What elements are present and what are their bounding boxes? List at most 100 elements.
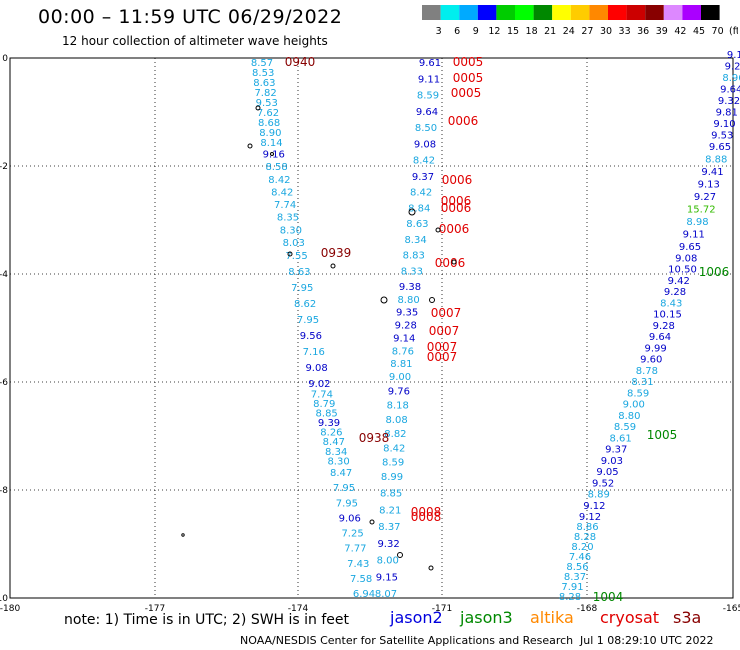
track2-value: 8.50 [415, 123, 437, 134]
track3-value: 9.28 [653, 321, 675, 332]
scale-tick-label: (ft) [729, 26, 738, 37]
scale-swatch [477, 5, 497, 20]
track1-value: 8.85 [316, 409, 338, 420]
scale-swatch [533, 5, 553, 20]
track2-value: 8.18 [387, 401, 409, 412]
scale-tick-label: 3 [436, 26, 442, 37]
scale-tick-label: 15 [507, 26, 519, 37]
scale-tick-label: 39 [656, 26, 668, 37]
track3-value: 10.50 [668, 265, 697, 276]
scale-tick-label: 12 [488, 26, 500, 37]
track1-value: 7.95 [336, 498, 358, 509]
track2-value: 8.59 [382, 458, 404, 469]
track2-value: 9.08 [414, 139, 436, 150]
track3-value: 8.56 [566, 562, 588, 573]
track3-value: 8.59 [627, 388, 649, 399]
track1-value: 8.58 [265, 162, 287, 173]
legend-cryosat: cryosat [600, 608, 660, 627]
track3-value: 9.60 [640, 355, 662, 366]
legend-jason2: jason2 [390, 608, 443, 627]
scale-swatch [552, 5, 571, 20]
track3-value: 15.72 [687, 205, 716, 216]
track1-value: 8.79 [313, 399, 335, 410]
scale-swatch [589, 5, 608, 20]
pass-time-label: 1005 [647, 428, 678, 442]
pass-time-label: 0008 [411, 510, 442, 524]
scale-tick-label: 45 [693, 26, 705, 37]
y-tick-label: -6 [0, 378, 8, 388]
track1-value: 7.95 [297, 315, 319, 326]
track2-value: 9.28 [395, 321, 417, 332]
scale-swatch [515, 5, 534, 20]
track3-value: 9.65 [709, 142, 731, 153]
track3-value: 8.89 [588, 490, 610, 501]
track1-value: 8.30 [280, 225, 302, 236]
legend-altika: altika [530, 608, 574, 627]
track1-value: 7.62 [257, 108, 279, 119]
track1-value: 8.26 [320, 428, 342, 439]
track2-value: 8.84 [408, 203, 430, 214]
scale-swatch [459, 5, 478, 20]
track2-value: 8.82 [384, 429, 406, 440]
pass-time-label: 1004 [593, 590, 624, 604]
track2-value: 9.11 [418, 74, 440, 85]
track3-value: 9.05 [596, 467, 618, 478]
track3-value: 8.20 [571, 542, 593, 553]
track1-value: 9.02 [308, 379, 330, 390]
track3-value: 8.28 [559, 592, 581, 603]
track3-value: 9.13 [698, 180, 720, 191]
pass-time-label: 0938 [359, 431, 390, 445]
pass-time-label: 0007 [431, 306, 462, 320]
track3-value: 8.86 [576, 522, 598, 533]
pass-time-label: 0006 [441, 201, 472, 215]
track3-value: 8.31 [631, 377, 653, 388]
track1-value: 7.55 [285, 251, 307, 262]
track3-value: 8.28 [574, 532, 596, 543]
track1-value: 9.06 [339, 513, 361, 524]
track1-value: 8.35 [277, 213, 299, 224]
scale-swatch [608, 5, 627, 20]
track1-value: 9.53 [256, 98, 278, 109]
track3-value: 9.65 [679, 242, 701, 253]
x-tick-label: -171 [432, 604, 452, 614]
scale-swatch [626, 5, 646, 20]
track2-value: 9.76 [388, 386, 410, 397]
track2-value: 8.99 [381, 472, 403, 483]
scale-swatch [663, 5, 683, 20]
page-subtitle: 12 hour collection of altimeter wave hei… [62, 34, 328, 48]
track3-value: 8.59 [614, 422, 636, 433]
track1-value: 7.95 [291, 283, 313, 294]
scale-swatch [570, 5, 590, 20]
page-title: 00:00 – 11:59 UTC 06/29/2022 [38, 6, 343, 28]
track2-value: 8.42 [383, 443, 405, 454]
pass-time-label: 0006 [439, 222, 470, 236]
track2-value: 8.33 [401, 266, 423, 277]
island-outline [330, 263, 336, 269]
track2-value: 9.61 [419, 58, 441, 69]
track1-value: 7.74 [274, 200, 296, 211]
track1-value: 8.03 [283, 238, 305, 249]
track2-value: 9.32 [377, 539, 399, 550]
track1-value: 8.90 [259, 128, 281, 139]
track3-value: 9.12 [727, 50, 740, 61]
x-tick-label: -165 [723, 604, 740, 614]
island-outline [429, 297, 435, 303]
island-outline [408, 208, 416, 216]
generation-timestamp: Jul 1 08:29:10 UTC 2022 [580, 634, 714, 647]
y-tick-label: -2 [0, 162, 8, 172]
track2-value: 8.63 [406, 219, 428, 230]
track1-value: 9.16 [263, 150, 285, 161]
track3-value: 9.28 [664, 287, 686, 298]
x-tick-label: -180 [0, 604, 20, 614]
pass-time-label: 0006 [442, 173, 473, 187]
track1-value: 7.25 [341, 529, 363, 540]
pass-time-label: 0008 [411, 505, 442, 519]
track1-value: 8.42 [268, 175, 290, 186]
track3-value: 8.37 [564, 572, 586, 583]
track2-value: 8.83 [403, 251, 425, 262]
track2-value: 8.21 [379, 505, 401, 516]
track2-value: 9.15 [376, 572, 398, 583]
island-outline [247, 143, 253, 149]
